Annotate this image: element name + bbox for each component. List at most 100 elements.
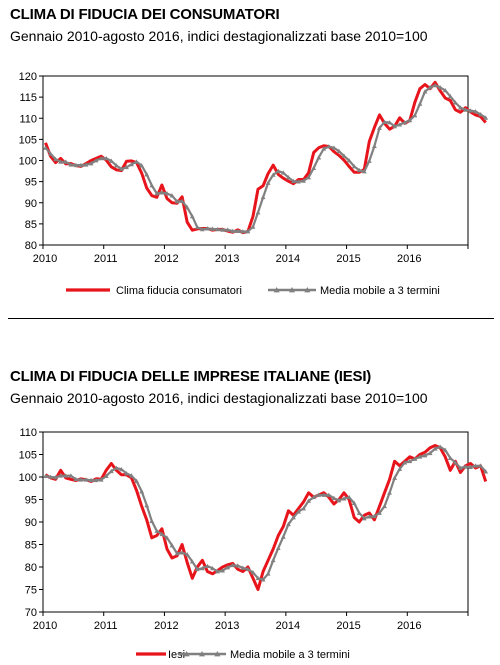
data-point-marker <box>407 117 413 123</box>
legend-marker <box>199 651 205 657</box>
legend-marker <box>289 287 295 293</box>
data-point-marker <box>296 179 301 184</box>
x-tick-label: 2016 <box>397 253 421 265</box>
data-point-marker <box>255 210 261 215</box>
data-point-marker <box>159 190 165 195</box>
data-point-marker <box>48 474 53 479</box>
y-tick-label: 90 <box>25 517 37 529</box>
data-point-marker <box>427 85 433 90</box>
y-tick-label: 115 <box>19 92 37 104</box>
data-point-marker <box>392 123 398 129</box>
data-point-marker <box>468 108 473 113</box>
data-point-marker <box>311 165 317 171</box>
data-point-marker <box>225 227 231 232</box>
data-point-marker <box>437 444 443 449</box>
y-tick-label: 85 <box>25 540 37 552</box>
legend-marker <box>273 287 280 293</box>
data-point-marker <box>417 454 423 459</box>
data-point-marker <box>265 571 271 576</box>
business-confidence-panel: CLIMA DI FIDUCIA DELLE IMPRESE ITALIANE … <box>0 362 500 665</box>
data-point-marker <box>366 514 372 519</box>
data-point-marker <box>321 492 327 497</box>
data-point-marker <box>382 503 387 509</box>
data-point-marker <box>225 565 231 570</box>
y-tick-label: 110 <box>19 113 37 125</box>
data-point-marker <box>250 224 256 229</box>
data-point-marker <box>255 575 261 581</box>
chart-subtitle: Gennaio 2010-agosto 2016, indici destagi… <box>10 28 428 44</box>
data-point-marker <box>134 159 140 164</box>
y-tick-label: 95 <box>25 177 37 189</box>
legend-label: Iesi <box>168 649 185 661</box>
x-tick-label: 2015 <box>336 253 360 265</box>
data-point-marker <box>427 450 433 456</box>
x-tick-label: 2011 <box>94 253 118 265</box>
x-tick-label: 2012 <box>154 253 178 265</box>
data-point-marker <box>164 535 170 540</box>
data-point-marker <box>245 229 251 234</box>
data-point-marker <box>326 144 332 149</box>
data-point-marker <box>103 155 109 161</box>
data-point-marker <box>260 194 266 200</box>
data-point-marker <box>402 120 408 125</box>
data-point-marker <box>230 562 236 568</box>
y-tick-label: 105 <box>19 450 37 462</box>
data-point-marker <box>129 473 134 478</box>
y-tick-label: 75 <box>25 585 37 597</box>
data-point-marker <box>316 492 322 497</box>
data-point-marker <box>361 169 367 174</box>
data-point-marker <box>463 107 468 112</box>
x-tick-label: 2011 <box>94 620 118 632</box>
data-point-marker <box>113 465 119 470</box>
data-point-marker <box>149 183 155 188</box>
data-point-marker <box>103 473 109 479</box>
data-point-marker <box>144 502 150 508</box>
data-point-marker <box>417 101 423 106</box>
data-point-marker <box>412 456 418 461</box>
x-tick-label: 2014 <box>276 620 300 632</box>
data-point-marker <box>210 565 215 571</box>
data-point-marker <box>124 164 129 170</box>
data-point-marker <box>159 531 165 537</box>
data-point-marker <box>78 162 84 168</box>
data-point-marker <box>169 543 175 548</box>
data-point-marker <box>250 570 256 575</box>
data-point-marker <box>260 577 266 582</box>
divider-line <box>8 318 494 319</box>
data-point-marker <box>280 534 286 539</box>
data-point-marker <box>93 158 99 163</box>
data-point-marker <box>483 469 489 474</box>
data-point-marker <box>447 93 453 99</box>
data-point-marker <box>139 163 145 168</box>
data-point-marker <box>392 475 398 480</box>
data-point-marker <box>174 551 180 556</box>
data-point-marker <box>361 516 367 521</box>
data-point-marker <box>144 172 150 177</box>
data-point-marker <box>291 178 296 184</box>
legend-label: Clima fiducia consumatori <box>116 285 242 297</box>
data-point-marker <box>88 477 94 483</box>
y-tick-label: 100 <box>19 472 37 484</box>
data-point-marker <box>447 455 453 461</box>
data-point-marker <box>199 565 205 571</box>
data-point-marker <box>265 180 271 185</box>
data-point-marker <box>235 228 241 233</box>
data-point-marker <box>164 191 170 196</box>
data-point-marker <box>129 161 134 167</box>
data-point-marker <box>306 175 312 180</box>
data-point-marker <box>351 164 357 169</box>
data-point-marker <box>119 466 124 472</box>
data-point-marker <box>346 158 352 163</box>
data-point-marker <box>43 473 48 479</box>
data-point-marker <box>356 167 362 173</box>
data-point-marker <box>387 490 392 495</box>
data-point-marker <box>306 498 312 503</box>
x-tick-label: 2015 <box>336 620 360 632</box>
y-tick-label: 80 <box>25 240 37 252</box>
data-point-marker <box>199 226 205 232</box>
data-point-marker <box>235 563 241 568</box>
data-point-marker <box>210 226 215 231</box>
data-point-marker <box>194 566 200 572</box>
data-point-marker <box>83 477 89 482</box>
x-tick-label: 2013 <box>215 253 239 265</box>
